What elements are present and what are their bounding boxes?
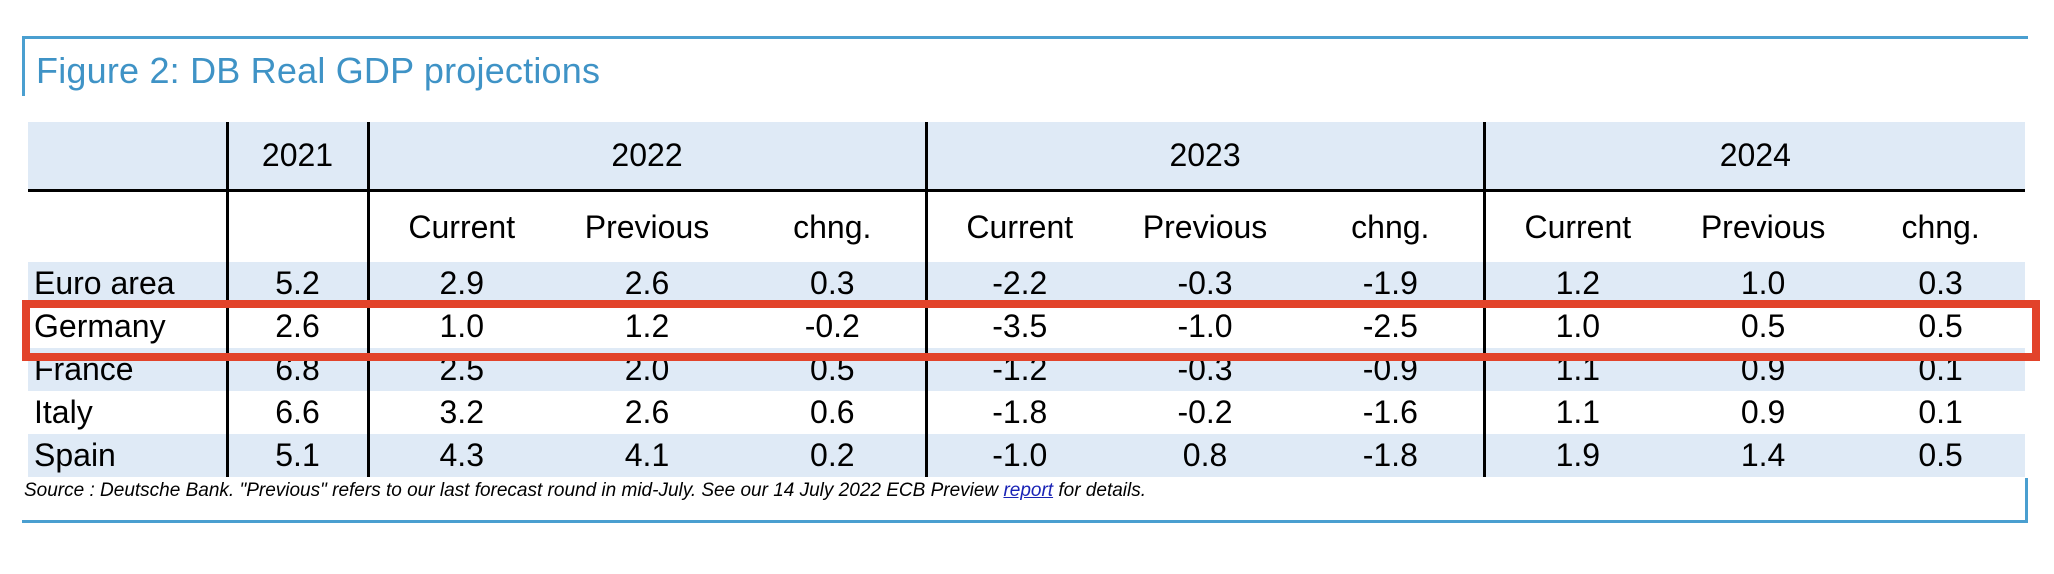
table-cell: 4.1 [554,434,740,477]
source-note: Source : Deutsche Bank. "Previous" refer… [24,480,1146,502]
table-cell: 1.4 [1670,434,1857,477]
table-cell: -1.8 [1298,434,1485,477]
frame-bottom-line [22,520,2028,523]
table-cell: 1.0 [1670,262,1857,305]
table-cell: 1.2 [624,308,670,344]
table-row-euro-area: Euro area 5.2 2.9 2.6 0.3 -2.2 -0.3 -1.9… [28,262,2026,305]
table-cell: 3.2 [366,391,554,434]
sub-header-previous-2024: Previous [1670,190,1857,262]
year-header-2022: 2022 [366,122,927,192]
country-label: Germany [34,308,166,344]
report-link[interactable]: report [1003,480,1054,501]
table-cell: 0.2 [740,434,927,477]
table-cell: 1.0 [366,305,554,348]
gdp-projections-table: 2021 2022 2023 2024 Current Previous chn… [28,122,2026,477]
table-cell: 0.9 [1740,394,1786,430]
table-cell: -0.3 [1112,262,1299,305]
table-cell: 4.3 [366,434,554,477]
table-cell: 0.9 [1670,348,1857,391]
sub-header-chng-2023: chng. [1298,190,1485,262]
table-cell: -0.2 [1177,394,1233,430]
source-text-before: Source : Deutsche Bank. "Previous" refer… [24,480,1004,501]
table-cell: 2.6 [554,262,740,305]
year-header-2023: 2023 [924,122,1485,192]
table-cell: 2.5 [366,348,554,391]
corner-cell [28,122,227,192]
table-cell: -1.9 [1298,262,1485,305]
sub-header-current-2022: Current [366,190,554,262]
table-cell: 0.1 [1918,394,1963,430]
table-row-germany: Germany 2.6 1.0 1.2 -0.2 -3.5 -1.0 -2.5 … [28,305,2025,348]
table-cell: 1.9 [1482,434,1671,477]
table-cell: -1.8 [924,391,1113,434]
sub-header-empty-2021 [225,190,368,262]
table-cell: 2.6 [225,305,368,348]
table-cell: -3.5 [924,305,1113,348]
year-header-row: 2021 2022 2023 2024 [28,122,2026,192]
table-cell: -0.9 [1298,348,1485,391]
table-cell: -1.0 [924,434,1113,477]
table-cell: 6.8 [225,348,368,391]
table-cell: 2.9 [366,262,554,305]
table-cell: 1.1 [1482,391,1671,434]
country-label: Euro area [28,262,227,305]
table-cell: -2.5 [1362,308,1418,344]
frame-left-line [22,36,25,96]
table-cell: 5.2 [225,262,368,305]
sub-header-chng-2024: chng. [1856,190,2026,262]
sub-header-row: Current Previous chng. Current Previous … [28,190,2026,262]
table-cell: -2.2 [924,262,1113,305]
sub-header-current-2024: Current [1482,190,1671,262]
table-cell: -1.2 [924,348,1113,391]
source-text-after: for details. [1053,480,1147,501]
sub-header-chng-2022: chng. [740,190,927,262]
country-label: France [28,348,227,391]
table-cell: 0.6 [810,394,855,430]
table-cell: 5.1 [225,434,368,477]
table-cell: -1.6 [1362,394,1418,430]
table-cell: 2.6 [624,394,670,430]
sub-header-previous-2023: Previous [1112,190,1299,262]
frame-top-line [22,36,2028,39]
sub-header-empty [28,190,227,262]
frame-right-line [2025,478,2028,523]
year-header-2024: 2024 [1482,122,2026,192]
table-cell: 1.0 [1482,305,1671,348]
country-label: Italy [34,394,93,430]
table-cell: -0.2 [804,308,860,344]
table-row-spain: Spain 5.1 4.3 4.1 0.2 -1.0 0.8 -1.8 1.9 … [28,434,2026,477]
table-cell: 0.5 [1740,308,1786,344]
table-cell: 0.5 [1918,308,1963,344]
table-cell: -0.3 [1112,348,1299,391]
country-label: Spain [28,434,227,477]
table-cell: 0.3 [1856,262,2026,305]
table-cell: 0.1 [1856,348,2026,391]
table-cell: 0.8 [1112,434,1299,477]
table-row-france: France 6.8 2.5 2.0 0.5 -1.2 -0.3 -0.9 1.… [28,348,2026,391]
table-cell: 6.6 [225,391,368,434]
table-cell: -1.0 [1177,308,1233,344]
table-cell: 0.3 [740,262,927,305]
table-cell: 1.1 [1482,348,1671,391]
table-cell: 0.5 [740,348,927,391]
sub-header-current-2023: Current [924,190,1113,262]
table-cell: 1.2 [1482,262,1671,305]
table-row-italy: Italy 6.6 3.2 2.6 0.6 -1.8 -0.2 -1.6 1.1… [28,391,2025,434]
sub-header-previous-2022: Previous [554,190,740,262]
figure-title: Figure 2: DB Real GDP projections [36,50,601,91]
year-header-2021: 2021 [225,122,368,192]
table-cell: 0.5 [1856,434,2026,477]
table-cell: 2.0 [554,348,740,391]
